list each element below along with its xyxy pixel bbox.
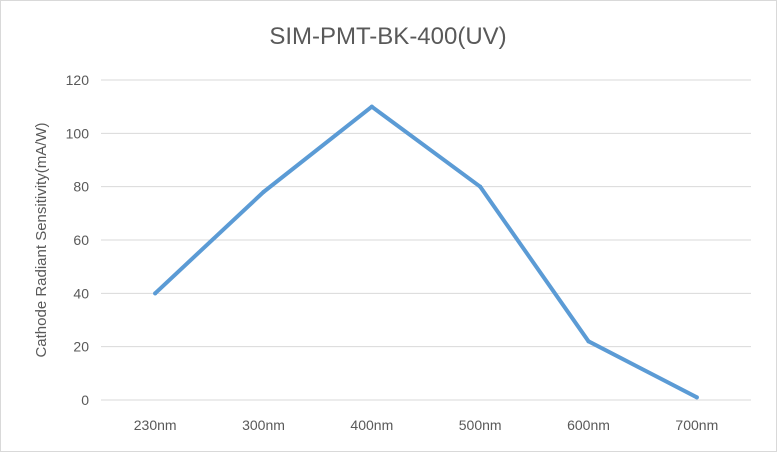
y-tick-label-2: 40 xyxy=(73,285,89,301)
data-point-0-2 xyxy=(369,104,374,109)
y-tick-label-3: 60 xyxy=(73,232,89,248)
x-tick-labels: 230nm 300nm 400nm 500nm 600nm 700nm xyxy=(134,417,718,433)
y-axis-label: Cathode Radiant Sensitivity(mA/W) xyxy=(33,122,50,357)
x-tick-label-2: 400nm xyxy=(350,417,393,433)
gridlines xyxy=(101,79,751,401)
x-tick-label-3: 500nm xyxy=(459,417,502,433)
chart-title: SIM-PMT-BK-400(UV) xyxy=(269,23,506,50)
series-layer xyxy=(153,104,699,400)
x-tick-label-0: 230nm xyxy=(134,417,177,433)
y-tick-label-6: 120 xyxy=(66,72,90,88)
data-point-0-5 xyxy=(694,395,699,400)
y-tick-labels: 0 20 40 60 80 100 120 xyxy=(66,72,90,408)
data-point-0-4 xyxy=(586,339,591,344)
y-tick-label-1: 20 xyxy=(73,339,89,355)
x-tick-label-4: 600nm xyxy=(567,417,610,433)
y-tick-label-4: 80 xyxy=(73,179,89,195)
data-point-0-1 xyxy=(261,190,266,194)
x-tick-label-5: 700nm xyxy=(675,417,718,433)
x-tick-label-1: 300nm xyxy=(242,417,285,433)
y-tick-label-0: 0 xyxy=(81,392,89,408)
y-tick-label-5: 100 xyxy=(66,125,90,141)
data-point-0-0 xyxy=(153,291,158,296)
data-point-0-3 xyxy=(478,184,483,189)
series-line-0 xyxy=(153,104,699,400)
